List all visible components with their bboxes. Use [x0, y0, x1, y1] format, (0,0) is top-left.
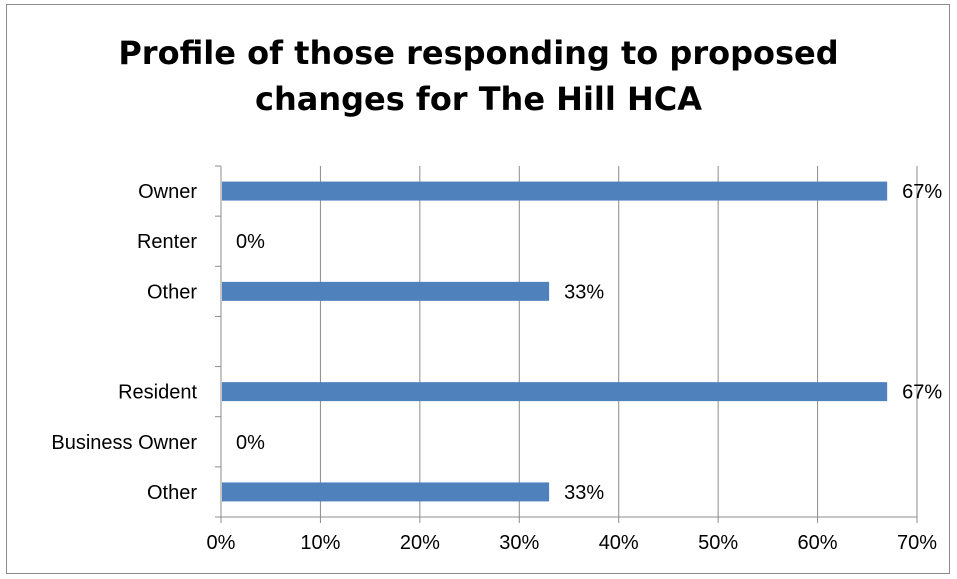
x-tick-label: 40% — [599, 532, 639, 554]
category-labels: Owner Renter Other Resident Business Owner Ot… — [51, 181, 197, 504]
x-tick-label: 60% — [798, 532, 838, 554]
chart-title-line-2: changes for The Hill HCA — [254, 80, 703, 118]
category-label: Other — [147, 482, 197, 504]
chart-title-line-1: Profile of those responding to proposed — [118, 34, 839, 72]
bars — [222, 181, 888, 502]
x-tick-label: 20% — [400, 532, 440, 554]
bar — [222, 181, 888, 201]
gridlines — [319, 166, 918, 517]
value-label: 33% — [564, 281, 604, 303]
value-label: 0% — [236, 432, 265, 454]
category-label: Business Owner — [51, 432, 197, 454]
chart-title: Profile of those responding to proposed … — [0, 30, 957, 122]
bar — [222, 382, 888, 402]
category-label: Other — [147, 281, 197, 303]
x-tick-label: 50% — [698, 532, 738, 554]
bar — [222, 482, 550, 502]
x-tick-label: 30% — [499, 532, 539, 554]
value-label: 0% — [236, 231, 265, 253]
x-tick-label: 10% — [300, 532, 340, 554]
x-tick-label: 0% — [207, 532, 236, 554]
x-tick-labels: 0% 10% 20% 30% 40% 50% 60% 70% — [207, 532, 938, 554]
value-label: 33% — [564, 482, 604, 504]
value-label: 67% — [902, 181, 942, 203]
category-label: Resident — [118, 382, 197, 404]
category-label: Owner — [138, 181, 197, 203]
value-labels: 67% 0% 33% 67% 0% 33% — [236, 181, 942, 504]
category-label: Renter — [137, 231, 197, 253]
bar — [222, 281, 550, 301]
value-label: 67% — [902, 382, 942, 404]
x-tick-label: 70% — [897, 532, 937, 554]
axes — [215, 165, 918, 523]
